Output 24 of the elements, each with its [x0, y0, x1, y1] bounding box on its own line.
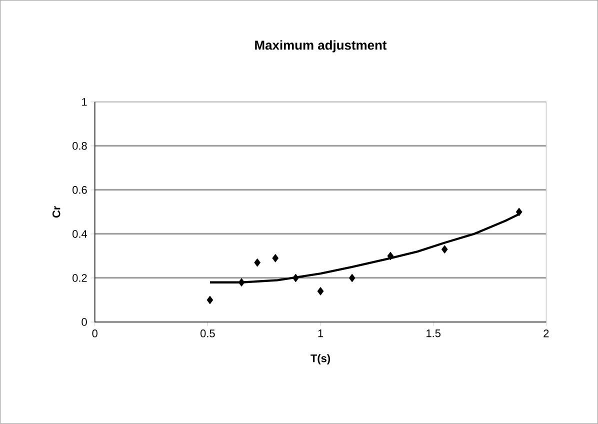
point [238, 278, 245, 287]
point [516, 208, 522, 216]
point [292, 274, 299, 282]
point [272, 254, 279, 262]
y-axis-title: Cr [52, 206, 60, 218]
x-tick-label: 1 [318, 330, 324, 338]
y-tick-label: 0.6 [72, 186, 87, 194]
point [254, 258, 261, 267]
x-tick-label: 0 [92, 330, 98, 338]
chart-title: Maximum adjustment [255, 40, 387, 52]
y-tick-label: 0.2 [72, 274, 87, 282]
point [387, 252, 394, 260]
y-tick-label: 0 [82, 318, 87, 326]
x-tick-label: 2 [544, 330, 549, 338]
point [206, 296, 214, 304]
y-tick-label: 0.8 [72, 142, 87, 150]
y-tick-label: 0.4 [72, 230, 88, 238]
point [348, 274, 356, 282]
x-tick-label: 1.5 [426, 330, 440, 338]
point [317, 287, 324, 296]
x-axis-title: T(s) [310, 354, 330, 364]
y-tick-label: 1 [82, 98, 87, 106]
x-tick-label: 0.5 [200, 330, 215, 338]
point [441, 245, 448, 254]
